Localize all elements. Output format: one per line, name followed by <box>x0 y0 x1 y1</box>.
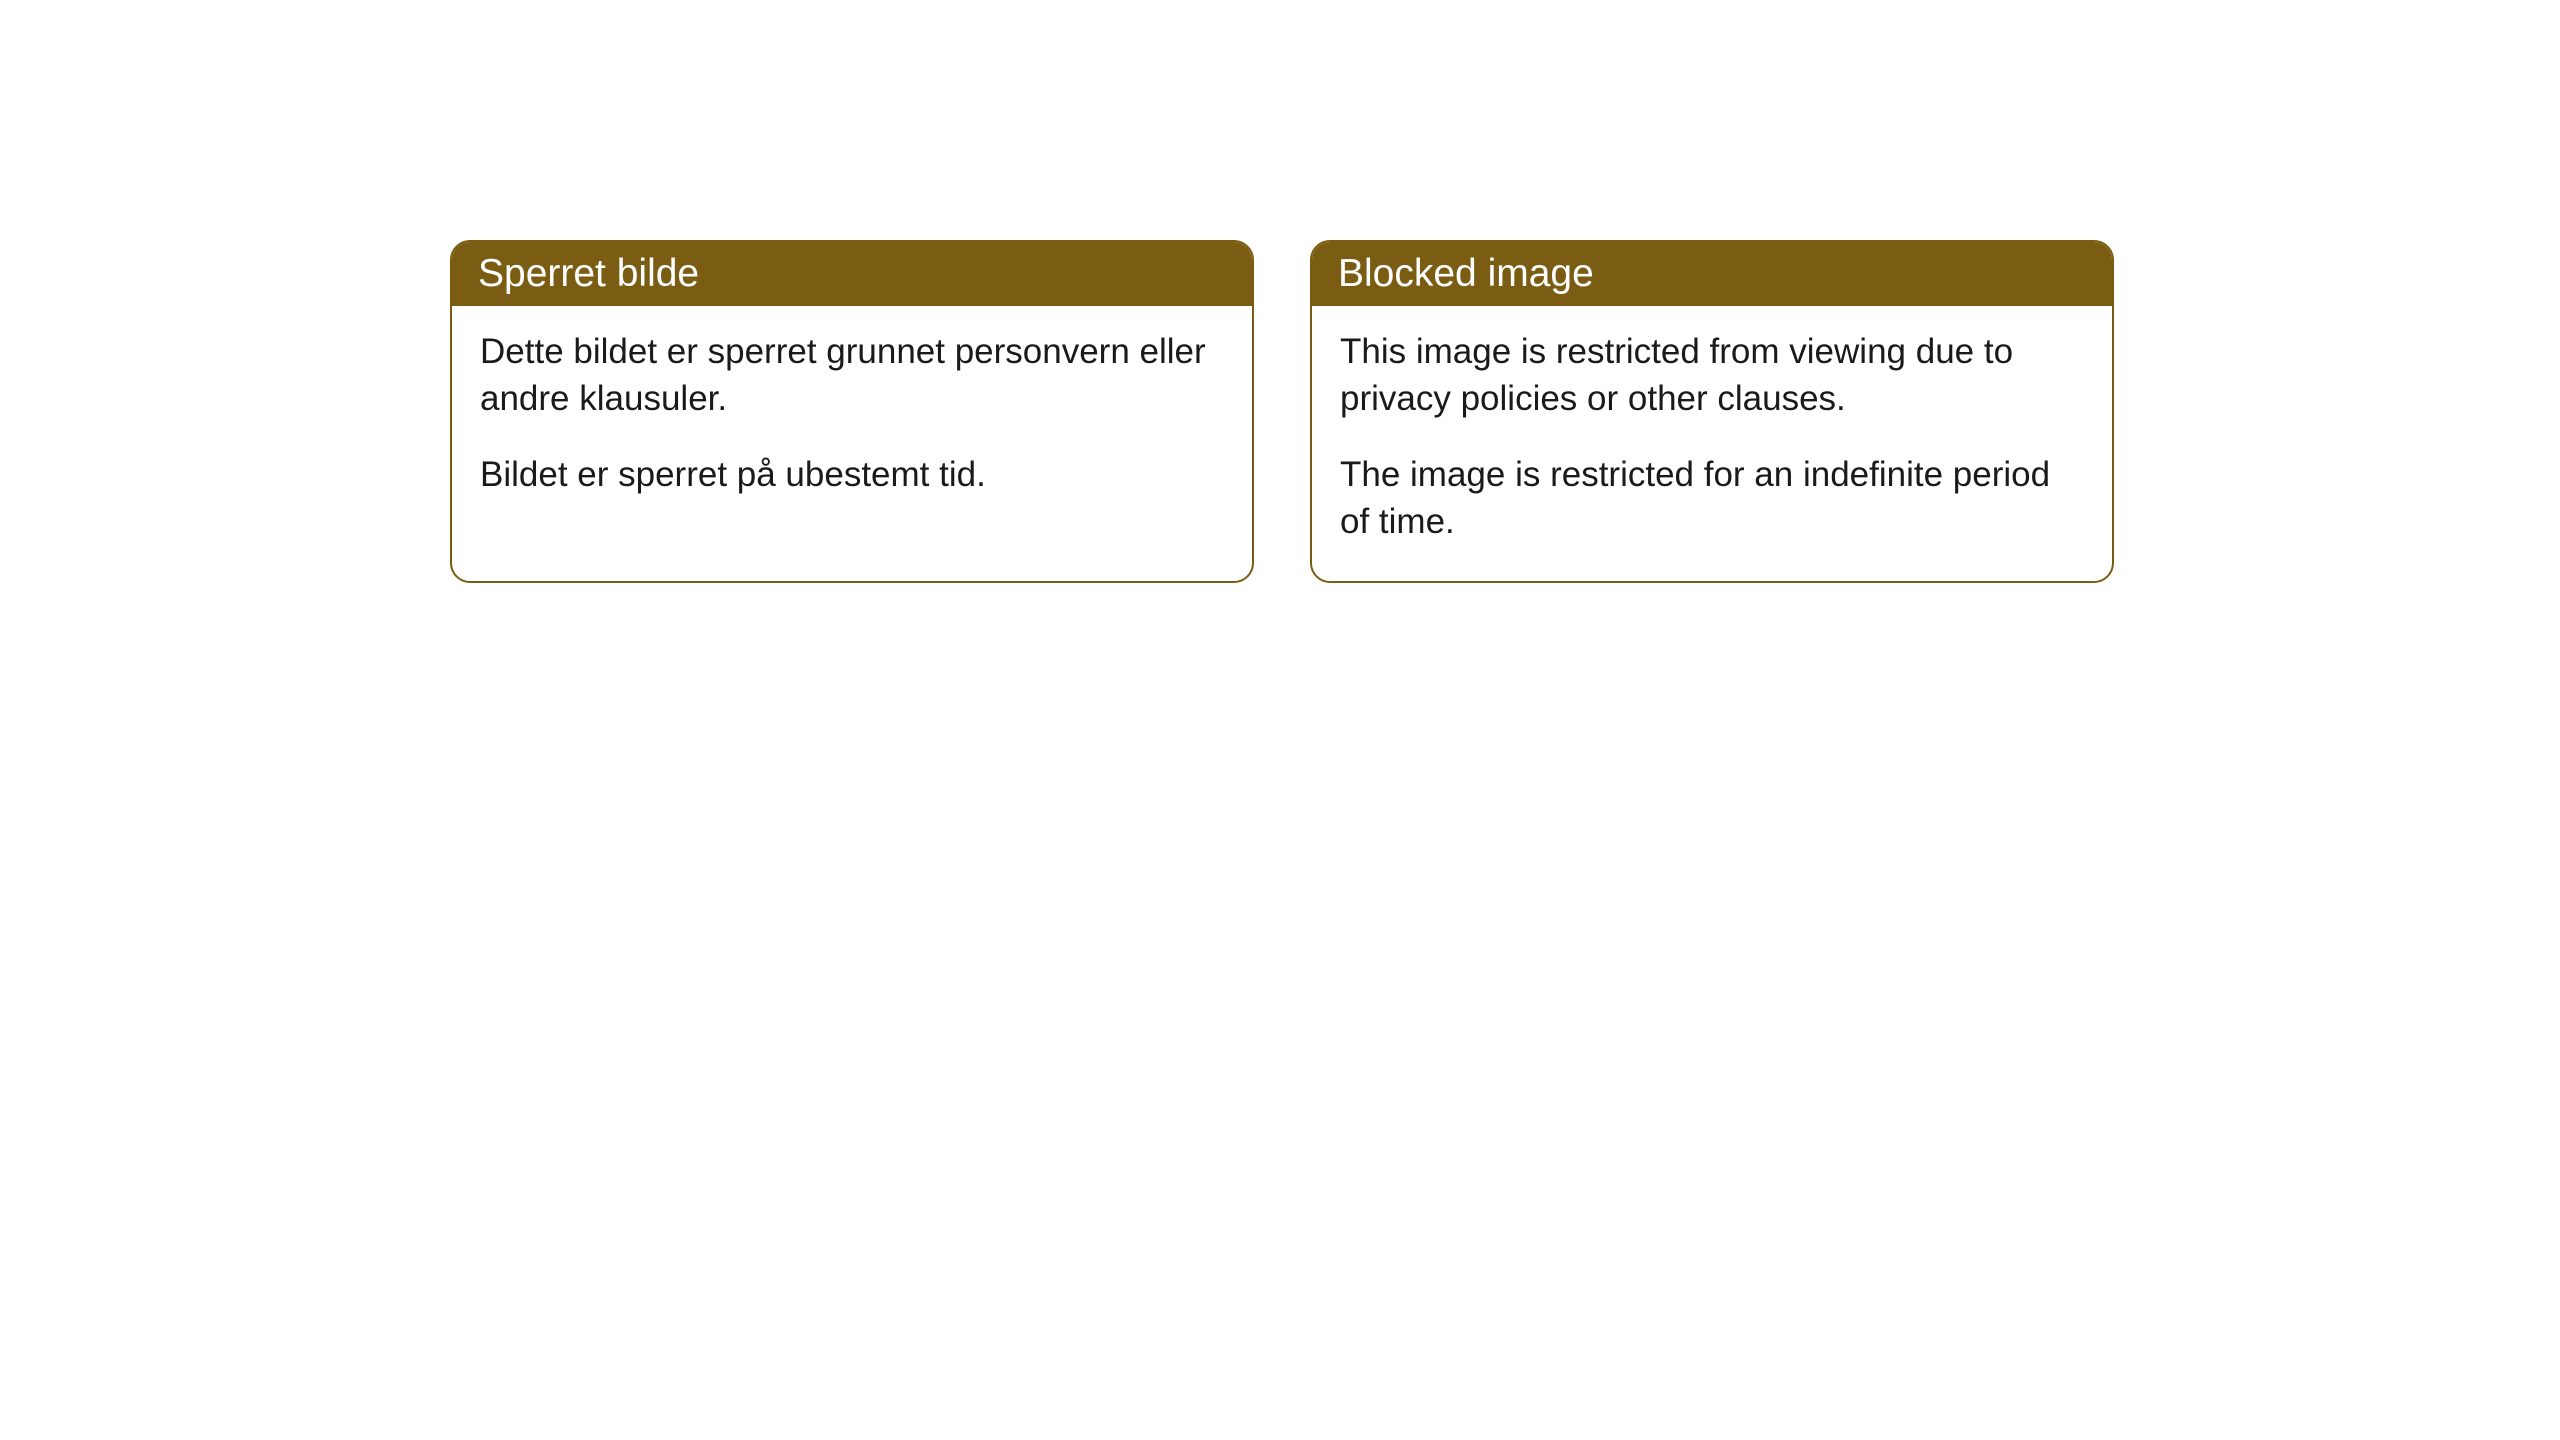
card-title: Sperret bilde <box>478 252 699 295</box>
card-paragraph: Dette bildet er sperret grunnet personve… <box>480 328 1224 423</box>
card-header: Blocked image <box>1312 242 2112 306</box>
card-header: Sperret bilde <box>452 242 1252 306</box>
card-paragraph: This image is restricted from viewing du… <box>1340 328 2084 423</box>
card-paragraph: The image is restricted for an indefinit… <box>1340 451 2084 546</box>
card-body: Dette bildet er sperret grunnet personve… <box>452 306 1252 534</box>
notice-card-english: Blocked image This image is restricted f… <box>1310 240 2114 583</box>
card-paragraph: Bildet er sperret på ubestemt tid. <box>480 451 1224 498</box>
card-body: This image is restricted from viewing du… <box>1312 306 2112 581</box>
notice-cards-container: Sperret bilde Dette bildet er sperret gr… <box>0 0 2560 583</box>
card-title: Blocked image <box>1338 252 1594 295</box>
notice-card-norwegian: Sperret bilde Dette bildet er sperret gr… <box>450 240 1254 583</box>
